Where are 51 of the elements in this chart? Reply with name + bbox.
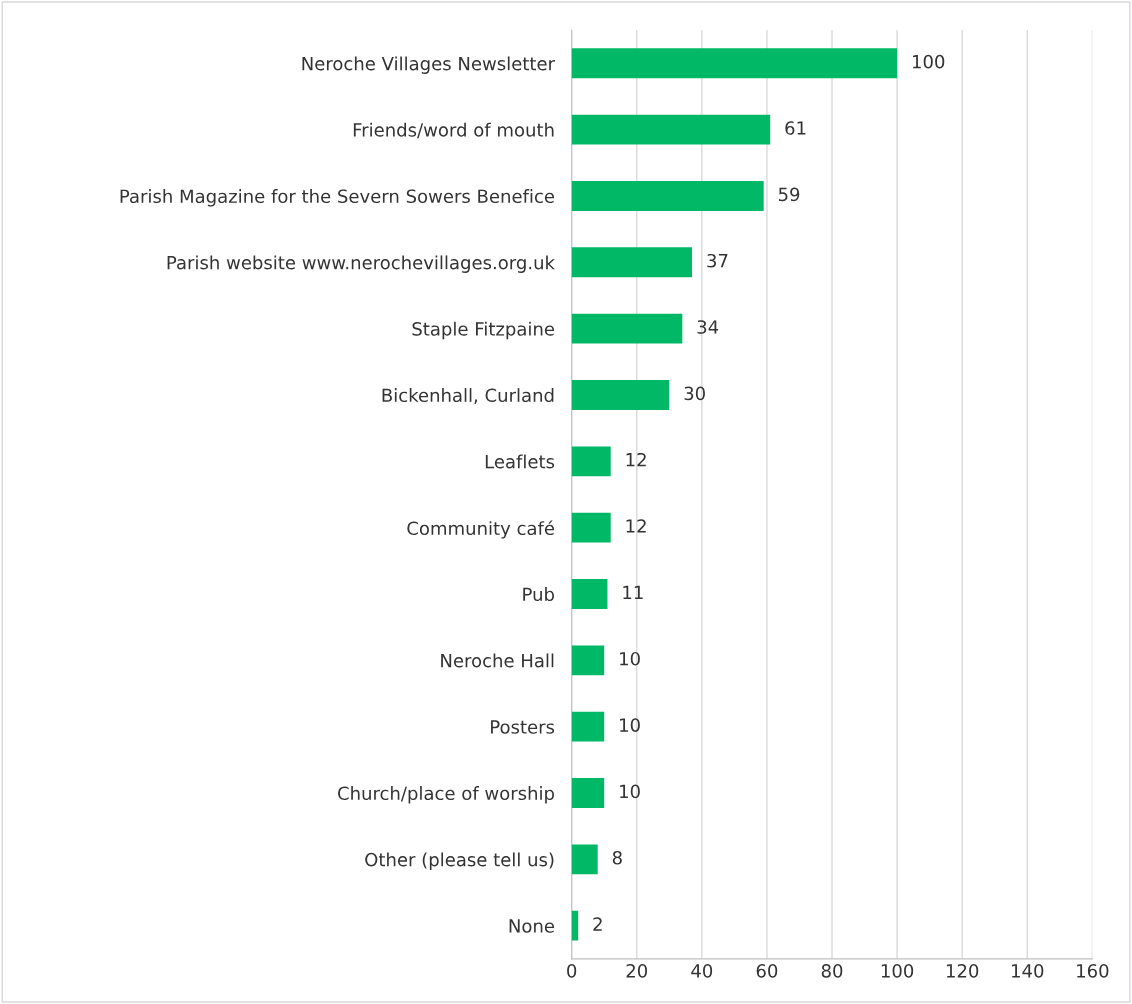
data-label: 10 [620,651,640,666]
bar [571,114,771,145]
bar [571,48,898,79]
data-label: 12 [626,519,646,533]
bar [571,446,611,477]
data-label: 34 [697,320,719,334]
x-tick-label: 20 [626,964,648,978]
data-label: 8 [612,850,622,865]
y-tick-label: Parish Magazine for the Severn Sowers Benefice [120,189,555,207]
data-label: 59 [778,187,800,202]
y-tick-label: Parish website www.nerochevillages.org.uk [167,255,555,273]
y-tick-label: Staple Fitzpaine [412,321,555,340]
x-tick-label: 140 [1012,964,1044,978]
x-tick-label: 120 [946,964,979,978]
bar [571,579,608,609]
bar [571,711,605,742]
bar [571,778,605,808]
x-tick-label: 60 [756,964,778,978]
data-label: 100 [912,54,945,69]
data-label: 11 [623,585,643,599]
bar [571,313,683,344]
data-label: 2 [593,917,602,931]
y-tick-label: Friends/word of mouth [353,122,554,139]
x-tick-label: 100 [881,964,914,978]
data-label: 30 [684,386,705,401]
x-tick-label: 0 [567,964,577,978]
y-tick-label: Community café [407,520,555,539]
bar [571,512,611,543]
bar [571,910,579,941]
x-tick-label: 40 [691,964,713,978]
y-tick-label: Other (please tell us) [365,852,554,870]
y-tick-label: Posters [491,720,555,734]
data-label: 61 [785,121,806,135]
y-tick-label: None [509,919,555,933]
y-tick-label: Pub [523,587,555,602]
x-tick-label: 160 [1077,964,1109,978]
x-tick-label: 80 [821,964,843,978]
bar [571,844,598,875]
bar [571,380,670,410]
data-label: 12 [626,452,646,467]
y-tick-label: Bickenhall, Curland [382,388,554,404]
y-tick-label: Neroche Hall [441,653,554,668]
bar [571,247,693,278]
y-tick-label: Church/place of worship [338,786,555,804]
bar [571,181,764,211]
bar [571,645,605,676]
data-label: 37 [707,253,728,268]
y-tick-label: Leaflets [485,454,555,469]
data-label: 10 [620,784,640,799]
data-label: 10 [620,718,640,732]
y-tick-label: Neroche Villages Newsletter [302,56,555,74]
